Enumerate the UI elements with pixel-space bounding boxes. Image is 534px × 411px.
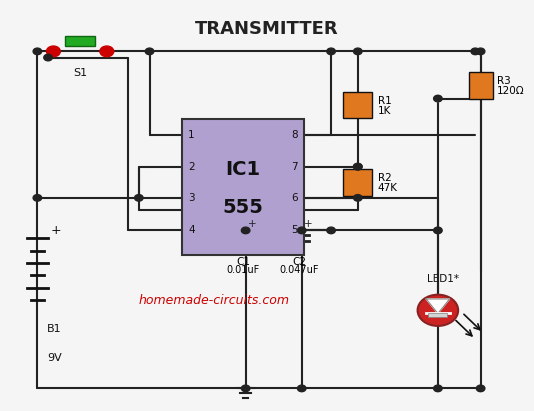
Bar bbox=[469, 72, 493, 99]
Circle shape bbox=[145, 48, 154, 55]
Text: +: + bbox=[248, 219, 257, 229]
Text: S1: S1 bbox=[73, 68, 87, 78]
Circle shape bbox=[135, 194, 143, 201]
Circle shape bbox=[327, 227, 335, 234]
Text: 3: 3 bbox=[188, 193, 194, 203]
Circle shape bbox=[354, 48, 362, 55]
Text: 0.047uF: 0.047uF bbox=[279, 266, 319, 275]
Text: homemade-circuits.com: homemade-circuits.com bbox=[139, 293, 290, 307]
Circle shape bbox=[354, 163, 362, 170]
Circle shape bbox=[33, 48, 42, 55]
Text: 2: 2 bbox=[188, 162, 194, 172]
Circle shape bbox=[297, 385, 306, 392]
Bar bbox=[66, 36, 95, 46]
Bar bbox=[343, 169, 373, 196]
Text: 5: 5 bbox=[292, 225, 298, 236]
Circle shape bbox=[354, 163, 362, 170]
Circle shape bbox=[241, 385, 250, 392]
Circle shape bbox=[354, 194, 362, 201]
Text: +: + bbox=[304, 219, 313, 229]
Circle shape bbox=[434, 95, 442, 102]
Text: 9V: 9V bbox=[47, 353, 62, 363]
Polygon shape bbox=[426, 299, 450, 314]
Text: 47K: 47K bbox=[378, 183, 398, 194]
Text: B1: B1 bbox=[47, 324, 61, 334]
Circle shape bbox=[476, 385, 485, 392]
Text: C1: C1 bbox=[236, 257, 250, 267]
Text: TRANSMITTER: TRANSMITTER bbox=[195, 20, 339, 38]
Text: LED1*: LED1* bbox=[427, 275, 459, 284]
Text: 1: 1 bbox=[188, 130, 194, 141]
Circle shape bbox=[44, 54, 52, 61]
Circle shape bbox=[476, 48, 485, 55]
Bar bbox=[428, 313, 447, 317]
Text: 4: 4 bbox=[188, 225, 194, 236]
Text: 7: 7 bbox=[292, 162, 298, 172]
Text: R3: R3 bbox=[497, 76, 511, 86]
Circle shape bbox=[297, 227, 306, 234]
Circle shape bbox=[327, 48, 335, 55]
Text: 555: 555 bbox=[223, 198, 263, 217]
Circle shape bbox=[100, 46, 114, 57]
Text: R1: R1 bbox=[378, 96, 391, 106]
Circle shape bbox=[33, 194, 42, 201]
Text: 0.01uF: 0.01uF bbox=[226, 266, 260, 275]
Text: C2: C2 bbox=[292, 257, 306, 267]
Circle shape bbox=[46, 46, 60, 57]
Bar bbox=[343, 92, 373, 118]
Text: IC1: IC1 bbox=[225, 160, 261, 179]
Bar bbox=[182, 119, 304, 255]
Text: R2: R2 bbox=[378, 173, 391, 183]
Text: 8: 8 bbox=[292, 130, 298, 141]
Circle shape bbox=[241, 227, 250, 234]
Circle shape bbox=[418, 295, 458, 326]
Circle shape bbox=[471, 48, 480, 55]
Text: 120Ω: 120Ω bbox=[497, 86, 524, 96]
Text: +: + bbox=[51, 224, 61, 237]
Circle shape bbox=[434, 385, 442, 392]
Circle shape bbox=[434, 227, 442, 234]
Text: 6: 6 bbox=[292, 193, 298, 203]
Text: 1K: 1K bbox=[378, 106, 391, 116]
